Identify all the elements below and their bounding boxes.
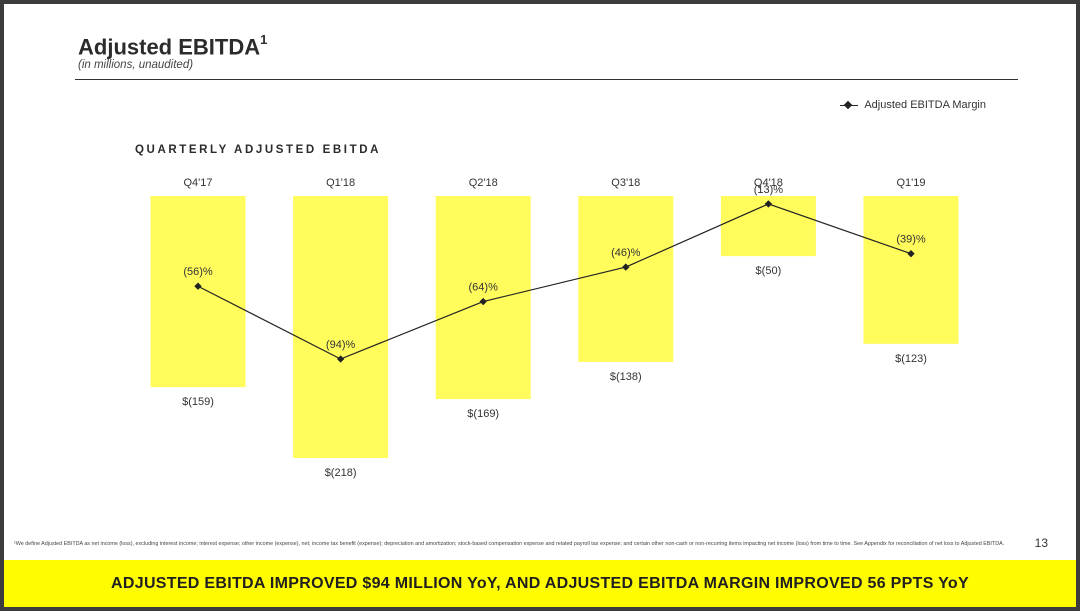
margin-point-3	[622, 263, 630, 271]
footnote: ¹We define Adjusted EBITDA as net income…	[14, 541, 1005, 547]
banner-text: ADJUSTED EBITDA IMPROVED $94 MILLION YoY…	[111, 574, 969, 592]
chart-title: QUARTERLY ADJUSTED EBITDA	[135, 144, 382, 156]
legend-line-marker-icon	[840, 104, 859, 106]
page-subtitle: (in millions, unaudited)	[78, 59, 194, 71]
margin-label-1: (94)%	[326, 339, 356, 351]
bar-value-label-1: $(218)	[325, 467, 357, 479]
bar-value-label-3: $(138)	[610, 371, 642, 383]
bar-3	[578, 196, 674, 362]
ebitda-chart: Q4'17 $(159) Q1'18 $(218) Q2'18 $(169) Q3'18 $(…	[150, 177, 959, 479]
bar-2	[435, 196, 531, 400]
page-number: 13	[1034, 536, 1048, 550]
margin-label-4: (13)%	[754, 184, 784, 196]
margin-label-5: (39)%	[896, 234, 926, 246]
margin-point-2	[479, 297, 487, 306]
category-label-0: Q4'17	[183, 177, 212, 189]
category-label-3: Q3'18	[611, 177, 640, 189]
category-label-5: Q1'19	[896, 177, 925, 189]
bar-value-label-0: $(159)	[182, 396, 214, 408]
margin-label-2: (64)%	[469, 282, 499, 294]
headline-banner: ADJUSTED EBITDA IMPROVED $94 MILLION YoY…	[4, 560, 1076, 607]
title-divider	[75, 79, 1018, 80]
margin-point-4	[764, 200, 773, 208]
margin-point-0	[194, 282, 202, 290]
margin-label-0: (56)%	[183, 266, 213, 278]
bar-5	[863, 196, 959, 344]
margin-point-1	[336, 355, 345, 363]
margin-line	[197, 203, 912, 360]
page-title: Adjusted EBITDA1	[78, 32, 268, 60]
margin-label-3: (46)%	[611, 247, 641, 259]
category-label-2: Q2'18	[469, 177, 498, 189]
legend-label: Adjusted EBITDA Margin	[864, 99, 986, 111]
category-label-1: Q1'18	[326, 177, 355, 189]
bar-value-label-4: $(50)	[756, 265, 782, 277]
title-footnote-marker: 1	[260, 32, 268, 47]
bar-value-label-2: $(169)	[467, 408, 499, 420]
bar-0	[150, 196, 246, 388]
title-text: Adjusted EBITDA	[78, 34, 261, 60]
bar-1	[293, 196, 389, 458]
category-label-4: Q4'18	[754, 177, 783, 189]
slide: Adjusted EBITDA1 (in millions, unaudited…	[4, 4, 1076, 607]
chart-legend: Adjusted EBITDA Margin	[840, 99, 986, 111]
bar-value-label-5: $(123)	[895, 353, 927, 365]
